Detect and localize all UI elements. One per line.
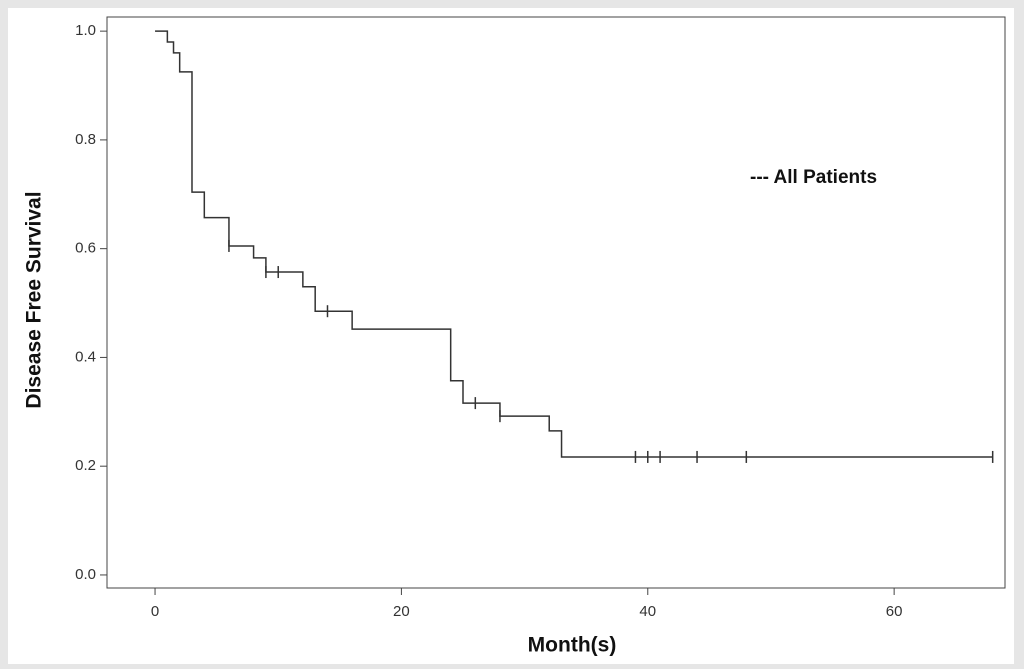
y-tick-label: 0.8 [75, 131, 96, 148]
y-tick-label: 0.4 [75, 348, 96, 365]
x-tick-label: 20 [393, 603, 410, 620]
x-tick-label: 0 [151, 603, 159, 620]
y-tick-label: 0.0 [75, 566, 96, 583]
y-axis-label: Disease Free Survival [23, 191, 46, 408]
legend-entry: --- All Patients [750, 167, 877, 188]
x-tick-label: 60 [886, 603, 903, 620]
x-tick-label: 40 [639, 603, 656, 620]
y-tick-label: 0.6 [75, 240, 96, 257]
plot-frame [106, 16, 1006, 589]
y-tick-label: 0.2 [75, 457, 96, 474]
x-axis-label: Month(s) [528, 634, 617, 657]
y-tick-label: 1.0 [75, 22, 96, 39]
survival-curve [155, 30, 993, 458]
panel [8, 8, 1014, 664]
